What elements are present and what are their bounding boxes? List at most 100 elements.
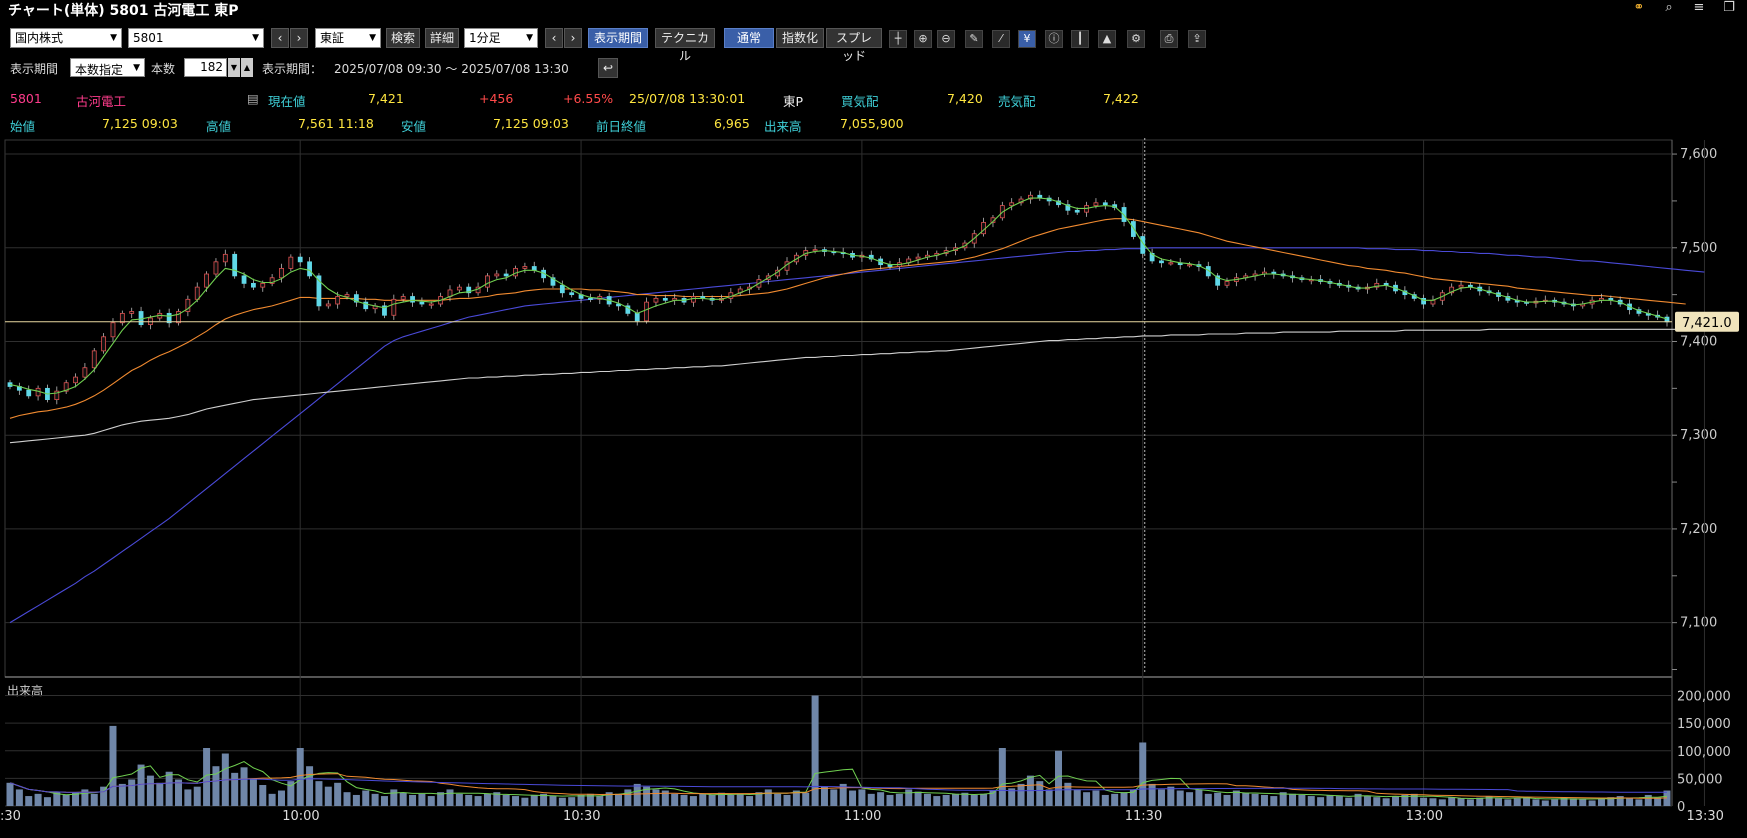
yen-icon[interactable]: ¥ [1018,30,1036,48]
volume-bar [1298,794,1306,806]
volume-bar [109,725,117,806]
volume-bar [811,695,819,806]
code-input[interactable]: 5801 ▼ [128,28,264,48]
prev-code-button[interactable]: ‹ [271,28,289,48]
candle-body [531,266,537,271]
candle-body [1074,209,1080,213]
candle-body [1065,204,1071,211]
candle-body [625,305,631,314]
candle-body [335,296,341,305]
period-mode-select[interactable]: 本数指定 ▼ [70,58,145,77]
volume-bar [689,796,697,806]
volume-bar [371,793,379,806]
settings-icon[interactable]: ⚙ [1127,30,1145,48]
prev-period-button[interactable]: ‹ [545,28,563,48]
candle-body [550,277,556,286]
volume-bar [1363,796,1371,806]
menu-icon[interactable]: ≡ [1693,0,1705,15]
current-price-label: 7,421.0 [1682,316,1732,331]
volume-bar [446,789,454,806]
volume-bar [1083,792,1091,806]
candle-body [138,311,144,326]
count-input[interactable]: 182 [184,58,227,77]
bars-icon[interactable]: ┃ [1071,30,1089,48]
volume-bar [474,796,482,806]
volume-bar [343,792,351,806]
volume-ma-mid-line [9,773,1668,799]
zoom-in-icon[interactable]: ⊕ [914,30,932,48]
area-icon[interactable]: ▲ [1098,30,1116,48]
search-button[interactable]: 検索 [386,28,420,48]
search-icon[interactable]: ⌕ [1665,0,1673,15]
volume-bar [203,748,211,806]
volume-bar [1457,798,1465,806]
memo-icon[interactable]: ▤ [247,91,259,106]
volume-bar [1111,793,1119,806]
reset-period-button[interactable]: ↩ [598,58,618,78]
window-controls: ⚭ ⌕ ≡ ❐ [1631,0,1737,16]
candle-body [616,303,621,307]
candle-body [166,312,172,324]
volume-bar [324,786,332,806]
candle-body [1149,252,1155,262]
candle-body [662,297,668,301]
detail-button[interactable]: 詳細 [425,28,459,48]
volume-bar [914,791,922,806]
volume-bar [1008,788,1016,806]
candle-body [456,286,462,291]
export-icon[interactable]: ⇪ [1188,30,1206,48]
range-label: 表示期間： [262,62,323,76]
volume-bar [1569,798,1577,806]
volume-bar [933,796,941,806]
link-icon[interactable]: ⚭ [1633,0,1645,15]
period-mode-value: 本数指定 [75,63,124,77]
candle-body [241,275,247,284]
volume-bar [437,792,445,806]
zoom-out-icon[interactable]: ⊖ [937,30,955,48]
spread-button[interactable]: スプレッド [826,28,882,63]
trend-tool-icon[interactable]: ⁄ [992,30,1010,48]
technical-button[interactable]: テクニカル [655,28,715,63]
print-icon[interactable]: ⎙ [1160,30,1178,48]
chevron-down-icon: ▼ [133,63,140,73]
exponential-button[interactable]: 指数化 [776,28,824,48]
volume-bar [1354,793,1362,806]
volume-bar [399,792,407,806]
volume-bar [671,793,679,806]
quote-row-1: 5801 古河電工 ▤ 現在値 7,421 +456 +6.55% 25/07/… [0,91,1747,109]
restore-icon[interactable]: ❐ [1723,0,1735,15]
volume-bar [249,779,257,806]
count-up-icon[interactable]: ▲ [241,58,253,77]
next-code-button[interactable]: › [290,28,308,48]
volume-tick-label: 0 [1677,800,1685,815]
candle-body [494,273,500,277]
open-label: 始値 [10,119,36,134]
period-button[interactable]: 表示期間 [588,28,648,48]
ma-xlong-line [9,328,1686,444]
count-down-icon[interactable]: ▼ [228,58,240,77]
volume-bar [886,794,894,806]
info-icon[interactable]: ⓘ [1045,30,1063,48]
interval-select[interactable]: 1分足 ▼ [464,28,538,48]
normal-button[interactable]: 通常 [724,28,774,48]
volume-bar [774,793,782,806]
volume-bar [783,794,791,806]
volume-ma-short-line [9,761,1668,800]
y-tick-label: 7,200 [1680,522,1717,537]
market-select[interactable]: 国内株式 ▼ [10,28,122,48]
volume-bar [1616,796,1624,806]
volume-bar [175,779,183,806]
chevron-down-icon: ▼ [369,33,376,43]
next-period-button[interactable]: › [564,28,582,48]
open-value: 7,125 09:03 [102,116,178,131]
candle-body [503,273,509,277]
volume-bar [764,789,772,806]
x-tick-label: 11:00 [844,809,881,824]
ma-long-line [9,247,1705,624]
volume-bar [615,793,623,806]
exchange-select[interactable]: 東証 ▼ [315,28,381,48]
crosshair-icon[interactable]: ┼ [889,30,907,48]
pen-icon[interactable]: ✎ [965,30,983,48]
candle-body [307,261,312,277]
